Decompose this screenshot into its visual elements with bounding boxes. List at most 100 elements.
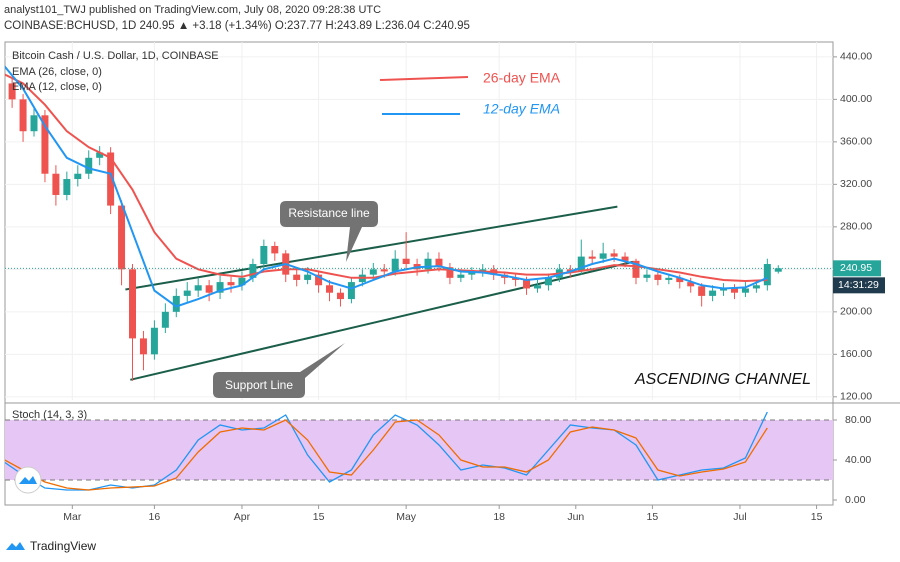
stoch-line bbox=[5, 419, 768, 491]
legend-entry: EMA (12, close, 0) bbox=[12, 81, 102, 93]
candle-body bbox=[479, 269, 487, 272]
y-tick-label: 40.00 bbox=[845, 454, 871, 466]
candle-body bbox=[774, 268, 782, 272]
candle-body bbox=[435, 258, 443, 268]
y-tick-label: 400.00 bbox=[840, 93, 872, 105]
candle-body bbox=[249, 264, 257, 278]
candle-body bbox=[19, 99, 27, 132]
callout bbox=[280, 201, 378, 262]
candle-body bbox=[380, 269, 388, 272]
candle-body bbox=[566, 269, 574, 272]
y-tick-label: 280.00 bbox=[840, 221, 872, 233]
candle-body bbox=[8, 83, 16, 100]
candle-body bbox=[720, 288, 728, 291]
candle-body bbox=[183, 290, 191, 296]
countdown: 14:31:29 bbox=[838, 279, 879, 291]
ema-line bbox=[5, 65, 768, 308]
callout bbox=[213, 343, 345, 398]
published: analyst101_TWJ published on TradingView.… bbox=[4, 4, 381, 16]
candle-body bbox=[512, 277, 520, 280]
candle-body bbox=[544, 277, 552, 286]
candle-body bbox=[599, 253, 607, 259]
candle-body bbox=[118, 205, 126, 270]
candle-body bbox=[391, 258, 399, 272]
trendline bbox=[125, 205, 618, 291]
candle-body bbox=[52, 173, 60, 195]
candle-body bbox=[30, 115, 38, 132]
candle-body bbox=[326, 285, 334, 293]
y-tick-label: 360.00 bbox=[840, 136, 872, 148]
y-tick-label: 80.00 bbox=[845, 414, 871, 426]
candle-body bbox=[205, 285, 213, 293]
y-tick-label: 0.00 bbox=[845, 494, 866, 506]
candle-body bbox=[238, 277, 246, 286]
last-price-box bbox=[833, 260, 881, 277]
candle-body bbox=[336, 292, 344, 300]
candle-body bbox=[446, 267, 454, 278]
candle-body bbox=[304, 274, 312, 280]
legend-entry: EMA (26, close, 0) bbox=[12, 66, 102, 78]
x-tick-label: Mar bbox=[63, 511, 82, 523]
annotation: 12-day EMA bbox=[483, 101, 560, 117]
candle-body bbox=[698, 286, 706, 296]
candle-body bbox=[665, 277, 673, 280]
stoch-title: Stoch (14, 3, 3) bbox=[12, 409, 87, 421]
last-price-label: 240.95 bbox=[840, 262, 872, 274]
candle-body bbox=[41, 115, 49, 174]
candle-body bbox=[107, 152, 115, 206]
candle-body bbox=[139, 338, 147, 355]
y-tick-label: 120.00 bbox=[840, 391, 872, 403]
candle-body bbox=[227, 282, 235, 286]
annotation: Support Line bbox=[225, 378, 293, 392]
annotation: ASCENDING CHANNEL bbox=[634, 371, 811, 388]
candle-body bbox=[129, 269, 137, 339]
stoch-band bbox=[5, 420, 833, 480]
candle-body bbox=[730, 288, 738, 293]
candle-body bbox=[63, 179, 71, 195]
candle-body bbox=[260, 245, 268, 265]
candle-body bbox=[96, 152, 104, 158]
candle-body bbox=[687, 282, 695, 287]
candle-body bbox=[315, 274, 323, 286]
x-tick-label: 15 bbox=[647, 511, 659, 523]
candle-body bbox=[74, 173, 82, 180]
x-tick-label: Apr bbox=[234, 511, 251, 523]
candle-body bbox=[150, 327, 158, 355]
candle-body bbox=[741, 288, 749, 293]
quote: COINBASE:BCHUSD, 1D 240.95 ▲ +3.18 (+1.3… bbox=[4, 20, 470, 32]
candle-body bbox=[763, 264, 771, 286]
x-tick-label: 15 bbox=[313, 511, 325, 523]
candle-body bbox=[468, 271, 476, 275]
y-tick-label: 440.00 bbox=[840, 51, 872, 63]
candle-body bbox=[161, 311, 169, 328]
chart-title: Bitcoin Cash / U.S. Dollar, 1D, COINBASE bbox=[12, 50, 219, 62]
x-tick-label: May bbox=[396, 511, 417, 523]
annotation-line bbox=[379, 76, 469, 81]
x-tick-label: 18 bbox=[493, 511, 505, 523]
x-tick-label: 16 bbox=[149, 511, 161, 523]
footer-logo bbox=[6, 542, 25, 550]
candle-body bbox=[172, 295, 180, 312]
candle-body bbox=[643, 274, 651, 278]
candle-body bbox=[610, 253, 618, 257]
candle-body bbox=[424, 258, 432, 270]
candle-body bbox=[709, 290, 717, 296]
candle-body bbox=[347, 282, 355, 300]
candle-body bbox=[533, 285, 541, 289]
candle-body bbox=[676, 277, 684, 283]
candle-body bbox=[216, 282, 224, 293]
candle-body bbox=[457, 274, 465, 278]
candle-body bbox=[654, 274, 662, 280]
annotation: Resistance line bbox=[288, 206, 370, 220]
y-tick-label: 320.00 bbox=[840, 178, 872, 190]
annotation: 26-day EMA bbox=[483, 70, 561, 86]
y-tick-label: 200.00 bbox=[840, 306, 872, 318]
candle-body bbox=[369, 269, 377, 275]
candle-body bbox=[752, 285, 760, 289]
x-tick-label: 15 bbox=[811, 511, 823, 523]
candle-body bbox=[402, 258, 410, 265]
candle-body bbox=[621, 256, 629, 261]
candle-body bbox=[271, 245, 279, 254]
candle-body bbox=[588, 256, 596, 259]
